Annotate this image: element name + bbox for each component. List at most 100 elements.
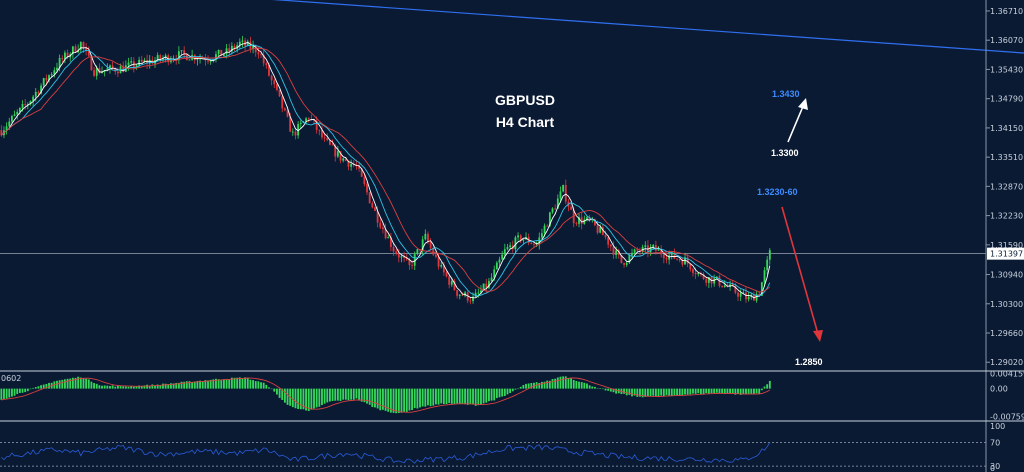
macd-bar xyxy=(217,379,220,389)
candle-body xyxy=(734,285,737,293)
candle-body xyxy=(559,191,562,199)
macd-bar xyxy=(321,388,323,406)
macd-bar xyxy=(170,383,172,389)
macd-bar xyxy=(702,388,705,394)
macd-bar xyxy=(74,377,77,389)
annotation-resistance: 1.3230-60 xyxy=(757,187,798,197)
macd-bar xyxy=(294,388,297,409)
candle-body xyxy=(276,84,278,90)
candle-body xyxy=(183,50,186,55)
candle-body xyxy=(707,277,710,283)
macd-bar xyxy=(686,388,689,395)
candle-body xyxy=(652,244,655,248)
macd-bar xyxy=(575,380,578,389)
candle-body xyxy=(66,52,69,58)
candle-body xyxy=(42,78,45,86)
candle-body xyxy=(334,145,337,157)
macd-bar xyxy=(167,384,170,389)
candle-body xyxy=(387,237,390,239)
ma-slow-line xyxy=(1,47,771,293)
candle-body xyxy=(228,48,231,52)
candle-body xyxy=(485,283,488,288)
macd-bar xyxy=(106,385,109,389)
candle-body xyxy=(34,91,37,97)
candle-body xyxy=(0,130,3,136)
macd-bar xyxy=(456,388,459,404)
macd-bar xyxy=(196,380,199,389)
candle-body xyxy=(620,255,623,263)
candle-body xyxy=(5,126,8,131)
candle-body xyxy=(11,116,13,122)
macd-bar xyxy=(172,383,175,389)
candle-body xyxy=(514,237,517,250)
candle-body xyxy=(633,249,636,253)
candle-body xyxy=(209,61,212,62)
rsi-axis-label: 0 xyxy=(990,464,995,472)
macd-bar xyxy=(631,388,633,397)
candle-body xyxy=(98,68,101,73)
macd-bar xyxy=(21,388,24,393)
macd-bar xyxy=(268,387,270,389)
candle-body xyxy=(32,96,35,102)
macd-bar xyxy=(191,382,194,389)
macd-bar xyxy=(514,388,517,390)
candle-body xyxy=(604,235,607,238)
macd-bar xyxy=(588,385,591,389)
rsi-pane: 100 70 300 xyxy=(0,422,1005,472)
macd-bar xyxy=(745,388,747,395)
macd-signal-line xyxy=(1,377,771,413)
candle-body xyxy=(501,254,504,260)
candle-body xyxy=(657,249,660,251)
macd-bar xyxy=(162,383,164,389)
candle-body xyxy=(260,54,262,56)
macd-bar xyxy=(440,388,443,404)
candle-body xyxy=(37,91,40,94)
candle-body xyxy=(681,260,684,265)
macd-bar xyxy=(464,388,466,405)
candle-body xyxy=(530,242,533,244)
candle-body xyxy=(583,219,586,224)
candle-body xyxy=(453,280,456,291)
candle-body xyxy=(379,222,382,228)
candle-body xyxy=(331,144,334,146)
macd-bar xyxy=(564,376,567,389)
candle-body xyxy=(477,292,480,294)
candle-body xyxy=(482,283,485,291)
macd-bar xyxy=(119,385,122,389)
candle-body xyxy=(368,192,371,204)
macd-bar xyxy=(689,388,692,395)
macd-bar xyxy=(670,388,673,396)
macd-bar xyxy=(742,388,745,394)
macd-bar xyxy=(230,377,233,389)
macd-bar xyxy=(61,379,64,389)
candle-body xyxy=(644,245,647,247)
macd-axis-label: -0.007599 xyxy=(990,413,1024,422)
candle-body xyxy=(257,52,260,55)
macd-bar xyxy=(26,388,29,392)
price-axis-label: 1.36070 xyxy=(990,36,1023,45)
price-axis-label: 1.34150 xyxy=(990,124,1023,133)
macd-bar xyxy=(389,388,392,413)
candle-body xyxy=(480,290,482,293)
macd-bar xyxy=(188,381,191,389)
macd-bar xyxy=(130,386,133,389)
candle-body xyxy=(395,251,398,254)
macd-bar xyxy=(435,388,437,405)
macd-bar xyxy=(580,382,583,389)
macd-bar xyxy=(609,388,612,392)
candle-body xyxy=(389,237,392,248)
macd-bar xyxy=(270,388,273,390)
candle-body xyxy=(177,51,180,61)
macd-bar xyxy=(56,380,58,389)
macd-bar xyxy=(252,380,254,389)
candle-body xyxy=(74,46,77,53)
macd-bar xyxy=(662,388,665,397)
macd-bar xyxy=(559,376,562,389)
candle-body xyxy=(437,256,440,267)
candle-body xyxy=(697,273,700,275)
macd-bar xyxy=(737,388,739,394)
macd-bar xyxy=(652,388,655,396)
macd-bar xyxy=(676,388,678,396)
candle-body xyxy=(469,300,472,302)
candle-body xyxy=(760,282,763,296)
